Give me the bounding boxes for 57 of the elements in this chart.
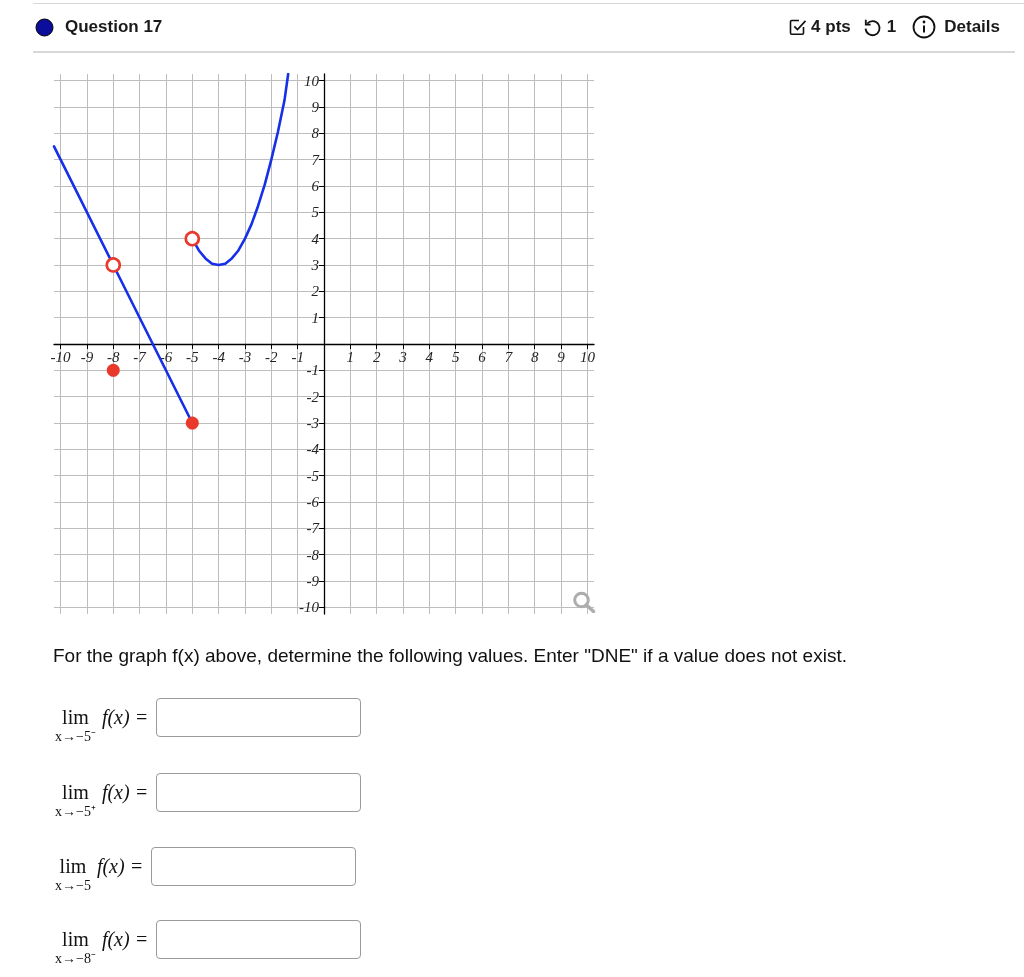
y-tick-label: 5	[311, 204, 320, 221]
y-tick-label: -3	[306, 415, 319, 432]
text-input[interactable]	[156, 920, 362, 959]
x-tick-label: 2	[372, 348, 381, 365]
x-tick-label: 5	[451, 348, 460, 365]
point	[105, 257, 122, 273]
x-tick-label: -7	[133, 348, 148, 365]
x-tick-label: 9	[557, 348, 566, 365]
x-tick-label: 4	[425, 348, 434, 365]
text: For the graph f(x) above, determine the following values. Enter "DNE" if a value does not exist.	[53, 644, 847, 668]
x-tick-label: 8	[530, 348, 539, 365]
x-tick-label: 6	[478, 348, 487, 365]
text: 4 pts	[811, 16, 851, 38]
x-tick-label: 1	[346, 348, 355, 365]
y-tick-label: 8	[311, 125, 320, 142]
y-tick-label: -5	[306, 467, 320, 484]
y-tick-label: -4	[306, 441, 320, 458]
y-tick-label: -7	[306, 520, 321, 537]
text: Details	[944, 16, 1000, 38]
x-tick-label: 7	[504, 348, 514, 365]
x-tick-label: 10	[579, 348, 596, 365]
text: 1	[886, 16, 897, 38]
x-tick-label: -2	[265, 348, 279, 365]
text: limx→−5⁻ f(x) =	[55, 706, 149, 744]
x-tick-label: -6	[159, 348, 173, 365]
x-tick-label: 3	[398, 348, 407, 365]
y-tick-label: -6	[306, 494, 320, 511]
point	[184, 230, 201, 247]
y-tick-label: -1	[306, 362, 319, 379]
y-tick-label: 3	[310, 256, 319, 273]
text-input[interactable]	[156, 698, 362, 737]
y-tick-label: 6	[311, 177, 320, 194]
y-tick-label: 1	[311, 309, 319, 326]
y-tick-label: -10	[299, 599, 320, 616]
y-tick-label: 9	[311, 98, 320, 115]
x-tick-label: -1	[291, 348, 304, 365]
text: limx→−5⁺ f(x) =	[55, 781, 149, 819]
text: limx→−8⁻ f(x) =	[55, 928, 149, 966]
x-tick-label: -4	[212, 348, 226, 365]
chart-title: Question 17	[65, 16, 163, 38]
text-input[interactable]	[156, 773, 362, 812]
text: limx→−5 f(x) =	[55, 855, 144, 893]
y-tick-label: 4	[311, 230, 320, 247]
point	[106, 363, 120, 377]
point	[185, 416, 199, 430]
x-tick-label: -10	[50, 348, 72, 365]
y-tick-label: 7	[311, 151, 321, 168]
y-tick-label: 10	[304, 72, 320, 89]
x-tick-label: -5	[186, 348, 200, 365]
x-tick-label: -9	[80, 348, 94, 365]
y-tick-label: -8	[306, 546, 320, 563]
y-tick-label: -2	[306, 388, 320, 405]
x-tick-label: -3	[238, 348, 252, 365]
text-input[interactable]	[151, 847, 357, 886]
y-tick-label: 2	[311, 283, 320, 300]
y-tick-label: -9	[306, 573, 320, 590]
x-tick-label: -8	[107, 348, 121, 365]
